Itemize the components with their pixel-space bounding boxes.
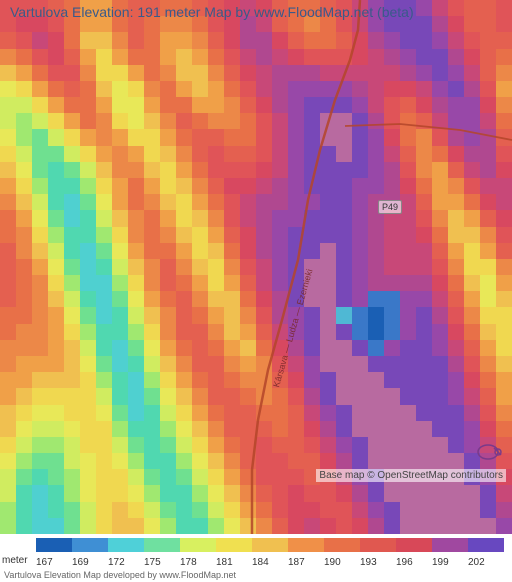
osm-logo-icon <box>474 443 502 466</box>
road-main <box>252 0 360 534</box>
legend-colorbar <box>36 538 504 552</box>
road-overlay <box>0 0 512 534</box>
map-title: Vartulova Elevation: 191 meter Map by ww… <box>10 4 414 20</box>
legend-ticks: 167169172175178181184187190193196199202 <box>36 557 504 568</box>
elevation-map: P49 Kārsava — Ludza — Ezernieki Base map… <box>0 0 512 534</box>
road-badge: P49 <box>378 200 402 214</box>
road-secondary <box>345 124 512 140</box>
developer-credit: Vartulova Elevation Map developed by www… <box>4 570 236 580</box>
legend-unit: meter <box>2 555 28 566</box>
attribution-text: Base map © OpenStreetMap contributors <box>316 469 506 482</box>
